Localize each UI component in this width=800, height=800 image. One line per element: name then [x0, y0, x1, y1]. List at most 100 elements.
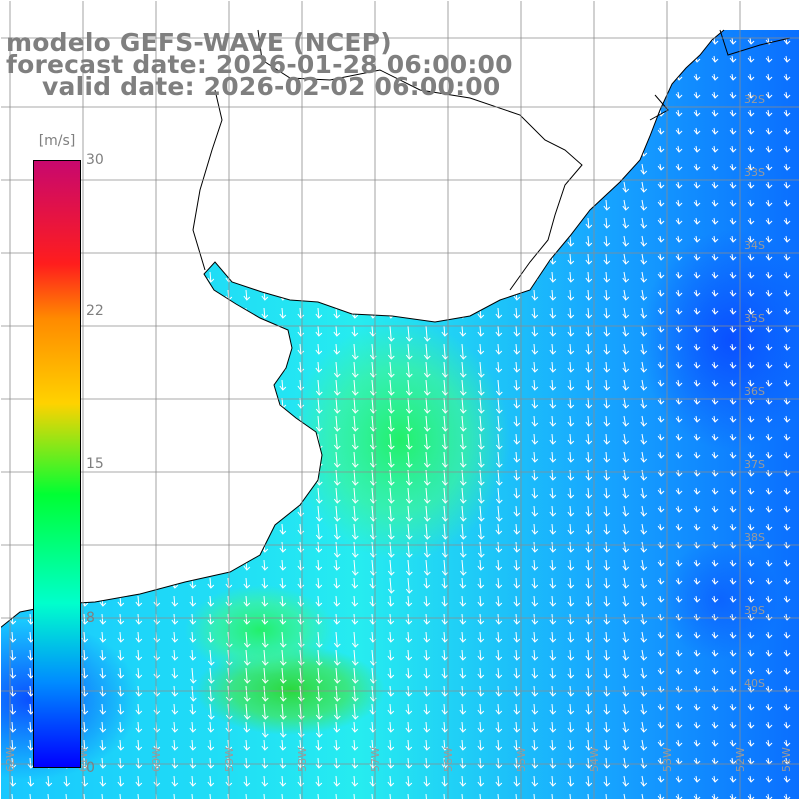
wind-arrow — [45, 775, 53, 787]
wind-arrow — [531, 307, 539, 319]
wind-arrow — [675, 595, 683, 603]
wind-arrow — [675, 433, 683, 441]
wind-arrow — [783, 649, 791, 657]
wind-arrow — [351, 505, 359, 522]
wind-arrow — [189, 613, 197, 625]
wind-arrow — [243, 757, 251, 769]
wind-arrow — [585, 667, 593, 679]
wind-arrow — [622, 649, 630, 661]
wind-arrow — [640, 253, 648, 265]
wind-arrow — [387, 775, 395, 787]
wind-arrow — [477, 433, 485, 450]
wind-arrow — [387, 721, 395, 733]
wind-arrow — [441, 775, 449, 787]
wind-arrow — [135, 757, 143, 769]
wind-arrow — [711, 253, 719, 261]
wind-arrow — [729, 703, 737, 711]
wind-arrow — [333, 703, 341, 720]
wind-arrow — [387, 649, 395, 661]
wind-arrow — [495, 595, 503, 607]
wind-arrow — [603, 559, 611, 571]
wind-arrow — [171, 631, 179, 643]
wind-arrow — [279, 613, 287, 625]
wind-arrow — [459, 379, 467, 396]
wind-arrow — [622, 343, 630, 355]
wind-arrow — [622, 253, 630, 265]
latitude-label: 38S — [744, 531, 765, 544]
wind-arrow — [243, 649, 251, 666]
wind-arrow — [729, 55, 737, 63]
wind-arrow — [783, 73, 791, 81]
wind-arrow — [711, 451, 719, 459]
wind-arrow — [135, 613, 143, 625]
wind-arrow — [729, 325, 737, 333]
wind-arrow — [711, 181, 719, 189]
longitude-label: 59W — [223, 747, 236, 772]
wind-arrow — [495, 631, 503, 643]
wind-arrow — [315, 343, 323, 355]
wind-arrow — [765, 433, 773, 441]
wind-arrow — [657, 325, 665, 333]
wind-arrow — [622, 289, 630, 301]
wind-arrow — [640, 181, 648, 193]
wind-arrow — [622, 397, 630, 409]
wind-arrow — [351, 703, 359, 720]
wind-arrow — [441, 541, 449, 558]
wind-arrow — [765, 631, 773, 639]
wind-arrow — [207, 631, 215, 643]
wind-arrow — [603, 451, 611, 463]
wind-arrow — [567, 541, 575, 553]
wind-arrow — [783, 235, 791, 243]
wind-arrow — [693, 631, 701, 639]
wind-arrow — [387, 433, 395, 450]
wind-arrow — [585, 505, 593, 517]
wind-arrow — [333, 469, 341, 486]
wind-arrow — [207, 757, 215, 769]
wind-arrow — [513, 649, 521, 661]
wind-arrow — [567, 253, 575, 265]
wind-arrow — [423, 595, 431, 607]
valid-date: valid date: 2026-02-02 06:00:00 — [42, 72, 501, 101]
wind-arrow — [459, 415, 467, 432]
wind-arrow — [675, 631, 683, 639]
wind-arrow — [423, 433, 431, 450]
wind-arrow — [603, 253, 611, 265]
wind-arrow — [675, 127, 683, 135]
wind-arrow — [622, 325, 630, 337]
wind-arrow — [477, 631, 485, 643]
wind-arrow — [297, 703, 305, 720]
wind-arrow — [622, 757, 630, 769]
wind-arrow — [261, 757, 269, 769]
wind-arrow — [783, 217, 791, 225]
wind-arrow — [765, 91, 773, 99]
wind-arrow — [585, 595, 593, 607]
wind-arrow — [9, 667, 17, 679]
wind-arrow — [405, 559, 413, 576]
wind-arrow — [747, 487, 755, 495]
wind-arrow — [747, 145, 755, 153]
wind-arrow — [243, 631, 251, 648]
wind-arrow — [495, 505, 503, 522]
wind-arrow — [243, 667, 251, 684]
wind-arrow — [531, 487, 539, 499]
wind-arrow — [622, 577, 630, 589]
latitude-label: 33S — [744, 166, 765, 179]
wind-arrow — [675, 325, 683, 333]
wind-arrow — [441, 577, 449, 589]
wind-arrow — [135, 703, 143, 715]
wind-arrow — [495, 559, 503, 571]
wind-arrow — [657, 163, 665, 171]
wind-arrow — [711, 505, 719, 513]
wind-arrow — [495, 541, 503, 553]
colorbar-tick-8: 8 — [86, 610, 95, 626]
wind-arrow — [351, 613, 359, 625]
wind-arrow — [315, 667, 323, 684]
wind-arrow — [333, 721, 341, 733]
wind-arrow — [657, 703, 665, 711]
wind-arrow — [729, 631, 737, 639]
wind-arrow — [549, 487, 557, 499]
wind-arrow — [603, 199, 611, 211]
wind-arrow — [405, 739, 413, 751]
wind-arrow — [315, 325, 323, 337]
